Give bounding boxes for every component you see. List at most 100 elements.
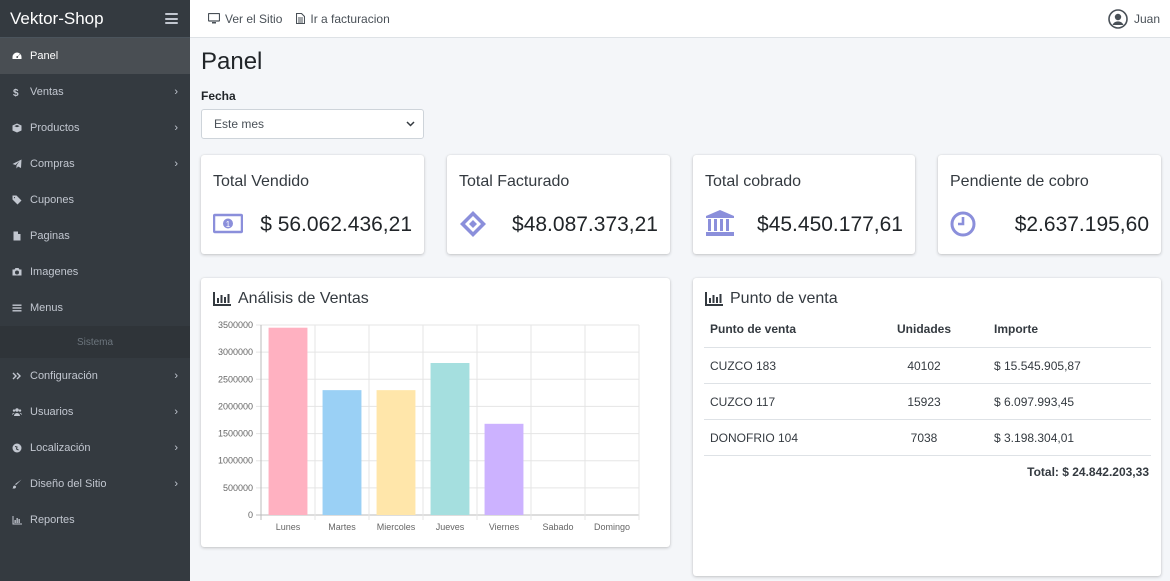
sidebar-item-label: Compras [30, 158, 75, 170]
sidebar-item-menus[interactable]: Menus [0, 290, 190, 326]
pos-amount-cell: $ 15.545.905,87 [994, 358, 1081, 373]
bar-chart-icon [213, 292, 231, 306]
stat-title: Total Vendido [213, 173, 310, 190]
camera-icon [12, 267, 30, 277]
view-site-link[interactable]: Ver el Sitio [208, 12, 282, 26]
sidebar-item-paginas[interactable]: Paginas [0, 218, 190, 254]
x-tick-label: Martes [328, 522, 356, 532]
sales-panel-title-text: Análisis de Ventas [238, 290, 369, 307]
angle-double-right-icon [12, 371, 30, 381]
bar-viernes[interactable] [484, 423, 524, 515]
sidebar-item-diseno[interactable]: Diseño del Sitio › [0, 466, 190, 502]
x-tick-label: Miercoles [377, 522, 416, 532]
pos-name-cell: CUZCO 117 [710, 394, 776, 409]
sidebar-item-label: Usuarios [30, 406, 74, 418]
brand-bar: Vektor-Shop [0, 0, 190, 38]
pos-panel: Punto de venta Punto de venta Unidades I… [693, 278, 1161, 576]
bar-miercoles[interactable] [376, 390, 416, 515]
stat-title: Total Facturado [459, 173, 570, 190]
sidebar-item-label: Reportes [30, 514, 75, 526]
stat-value: $48.087.373,21 [512, 213, 658, 236]
paint-brush-icon [12, 479, 30, 489]
table-row: CUZCO 183 40102 $ 15.545.905,87 [704, 348, 1151, 384]
view-site-label: Ver el Sitio [225, 11, 283, 26]
x-tick-label: Sabado [542, 522, 573, 532]
paper-plane-icon [12, 159, 30, 169]
desktop-icon [208, 13, 220, 24]
bars-icon [12, 303, 30, 313]
x-tick-label: Domingo [594, 522, 630, 532]
sidebar-item-ventas[interactable]: $ Ventas › [0, 74, 190, 110]
chevron-right-icon: › [174, 478, 178, 490]
date-filter-value: Este mes [214, 117, 265, 131]
x-tick-label: Jueves [436, 522, 465, 532]
stat-title: Total cobrado [705, 173, 802, 190]
billing-link[interactable]: Ir a facturacion [296, 11, 390, 26]
sidebar-item-panel[interactable]: Panel [0, 38, 190, 74]
sidebar-item-label: Configuración [30, 370, 98, 382]
y-tick-label: 0 [248, 510, 253, 520]
users-icon [12, 407, 30, 417]
stat-value: $45.450.177,61 [757, 213, 903, 236]
bar-lunes[interactable] [268, 327, 308, 515]
y-tick-label: 2500000 [218, 374, 253, 384]
stat-value: $2.637.195,60 [1014, 213, 1149, 236]
chevron-down-icon [406, 121, 415, 127]
sidebar-item-usuarios[interactable]: Usuarios › [0, 394, 190, 430]
dollar-icon: $ [12, 87, 30, 97]
svg-text:1: 1 [226, 220, 231, 229]
pos-amount-cell: $ 3.198.304,01 [994, 430, 1075, 445]
sidebar-item-label: Panel [30, 50, 59, 62]
sidebar-item-cupones[interactable]: Cupones [0, 182, 190, 218]
top-navbar: Ver el Sitio Ir a facturacion Juan [190, 0, 1170, 38]
chevron-right-icon: › [174, 442, 178, 454]
stat-card-pendiente: Pendiente de cobro $2.637.195,60 [938, 155, 1161, 254]
chevron-right-icon: › [174, 406, 178, 418]
pos-panel-title: Punto de venta [705, 290, 838, 308]
pos-total: Total: $ 24.842.203,33 [1027, 465, 1149, 479]
y-tick-label: 1000000 [218, 456, 253, 466]
brand-logo[interactable]: Vektor-Shop [10, 8, 104, 28]
sidebar-item-imagenes[interactable]: Imagenes [0, 254, 190, 290]
sidebar-item-configuracion[interactable]: Configuración › [0, 358, 190, 394]
file-icon [12, 231, 30, 241]
bar-jueves[interactable] [430, 363, 470, 515]
sidebar: Vektor-Shop Panel $ Ventas › Productos ›… [0, 0, 190, 581]
sidebar-item-label: Paginas [30, 230, 70, 242]
table-row: CUZCO 117 15923 $ 6.097.993,45 [704, 384, 1151, 420]
stat-value: $ 56.062.436,21 [260, 213, 412, 236]
x-tick-label: Lunes [276, 522, 301, 532]
pos-units-cell: 40102 [907, 358, 941, 373]
sales-bar-chart: 0 500000 1000000 1500000 2000000 2500000 30000… [218, 320, 640, 532]
pos-name-cell: CUZCO 183 [710, 358, 777, 373]
date-filter-select[interactable]: Este mes [201, 109, 424, 139]
y-tick-label: 2000000 [218, 401, 253, 411]
sidebar-item-productos[interactable]: Productos › [0, 110, 190, 146]
column-header-units: Unidades [896, 322, 951, 336]
pos-units-cell: 7038 [910, 430, 938, 445]
x-tick-label: Viernes [489, 522, 520, 532]
billing-label: Ir a facturacion [310, 11, 390, 26]
bar-martes[interactable] [322, 390, 362, 515]
pos-panel-title-text: Punto de venta [730, 290, 838, 307]
sidebar-item-label: Diseño del Sitio [30, 478, 107, 490]
y-tick-label: 3500000 [218, 320, 253, 330]
sidebar-item-compras[interactable]: Compras › [0, 146, 190, 182]
sidebar-item-reportes[interactable]: Reportes [0, 502, 190, 538]
clock-icon [950, 211, 976, 237]
globe-icon [12, 443, 30, 453]
sidebar-item-label: Cupones [30, 194, 75, 206]
dashboard-icon [12, 51, 30, 61]
y-tick-label: 500000 [223, 483, 253, 493]
sidebar-item-localizacion[interactable]: Localización › [0, 430, 190, 466]
menu-toggle-icon[interactable] [165, 13, 178, 24]
chevron-right-icon: › [174, 370, 178, 382]
y-tick-label: 3000000 [218, 347, 253, 357]
stat-card-total-vendido: Total Vendido 1 $ 56.062.436,21 [201, 155, 424, 254]
user-menu[interactable]: Juan [1108, 0, 1160, 38]
file-text-icon [296, 13, 306, 24]
sidebar-item-label: Localización [30, 442, 91, 454]
page-title: Panel [201, 48, 263, 75]
bank-icon [706, 210, 734, 236]
sidebar-item-label: Imagenes [30, 266, 79, 278]
